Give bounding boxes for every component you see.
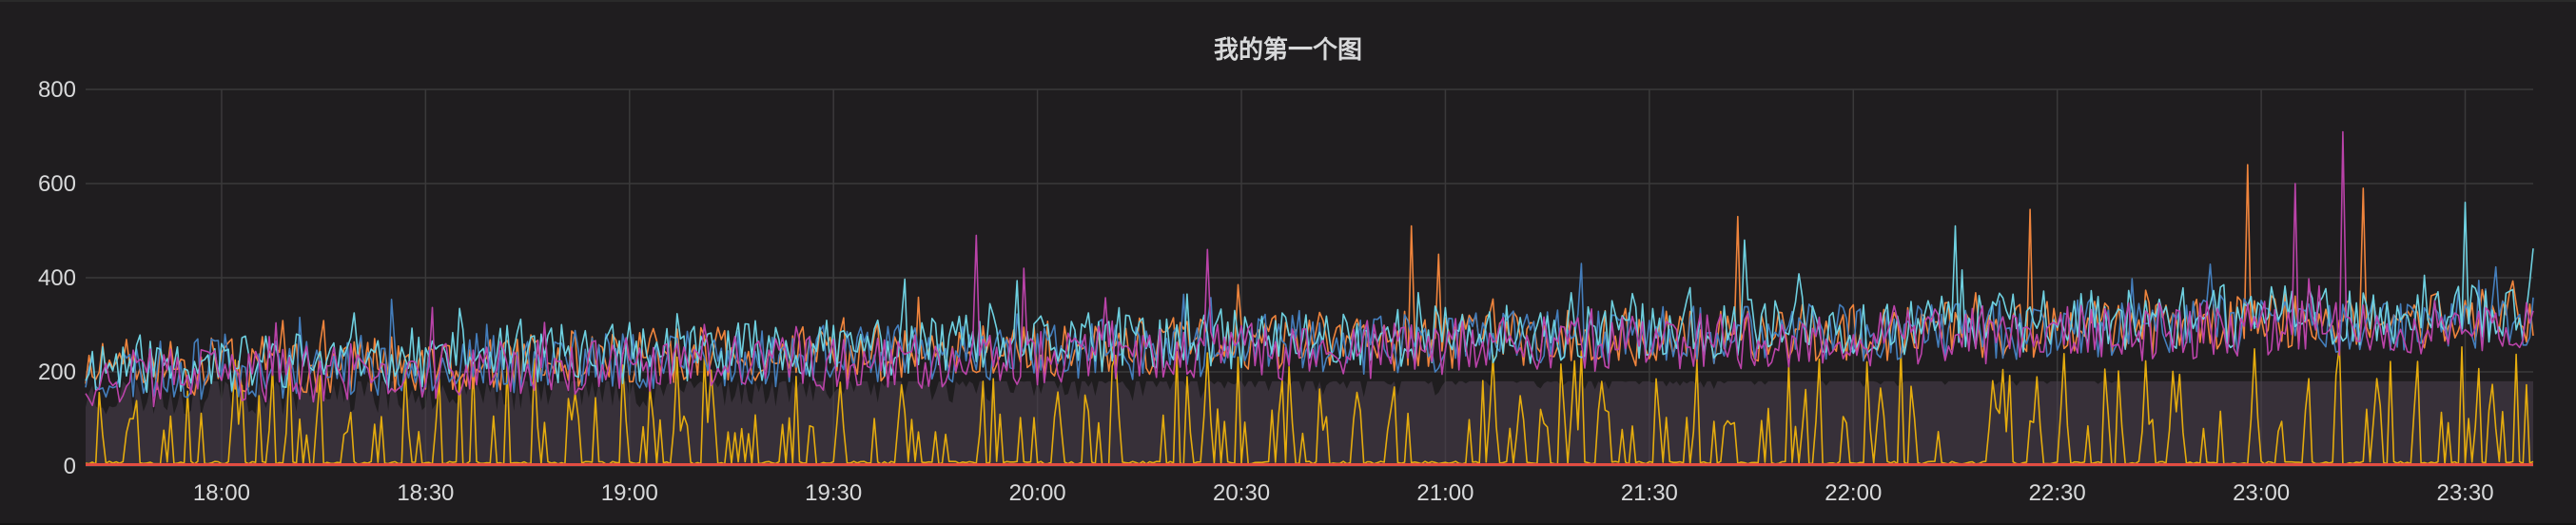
y-tick-label: 200 <box>38 360 76 385</box>
series-4-line <box>85 164 2534 397</box>
panel-title: 我的第一个图 <box>1213 36 1362 65</box>
x-axis: 18:00 18:30 19:00 19:30 20:00 20:30 21:00 21:30… <box>193 480 2494 506</box>
x-tick-label: 22:00 <box>1825 480 1882 506</box>
x-tick-label: 18:00 <box>193 480 250 506</box>
series-2-line <box>85 262 2534 400</box>
series-1-line <box>85 202 2534 394</box>
series-fill-area <box>86 380 2533 466</box>
x-tick-label: 23:00 <box>2233 480 2290 506</box>
x-tick-label: 19:30 <box>805 480 862 506</box>
x-tick-label: 19:00 <box>601 480 658 506</box>
y-tick-label: 800 <box>38 77 76 103</box>
x-tick-label: 22:30 <box>2029 480 2086 506</box>
x-tick-label: 23:30 <box>2436 480 2493 506</box>
series-3-line <box>85 130 2534 408</box>
y-axis: 0 200 400 600 800 <box>38 77 76 479</box>
y-tick-label: 400 <box>38 265 76 291</box>
series-fill-area-path <box>86 380 2533 466</box>
x-tick-label: 20:00 <box>1009 480 1066 506</box>
x-tick-label: 20:30 <box>1213 480 1270 506</box>
x-tick-label: 21:30 <box>1621 480 1678 506</box>
x-tick-label: 18:30 <box>397 480 454 506</box>
y-tick-label: 600 <box>38 171 76 197</box>
x-tick-label: 21:00 <box>1416 480 1473 506</box>
y-tick-label: 0 <box>64 454 76 479</box>
series-lines <box>85 130 2534 466</box>
